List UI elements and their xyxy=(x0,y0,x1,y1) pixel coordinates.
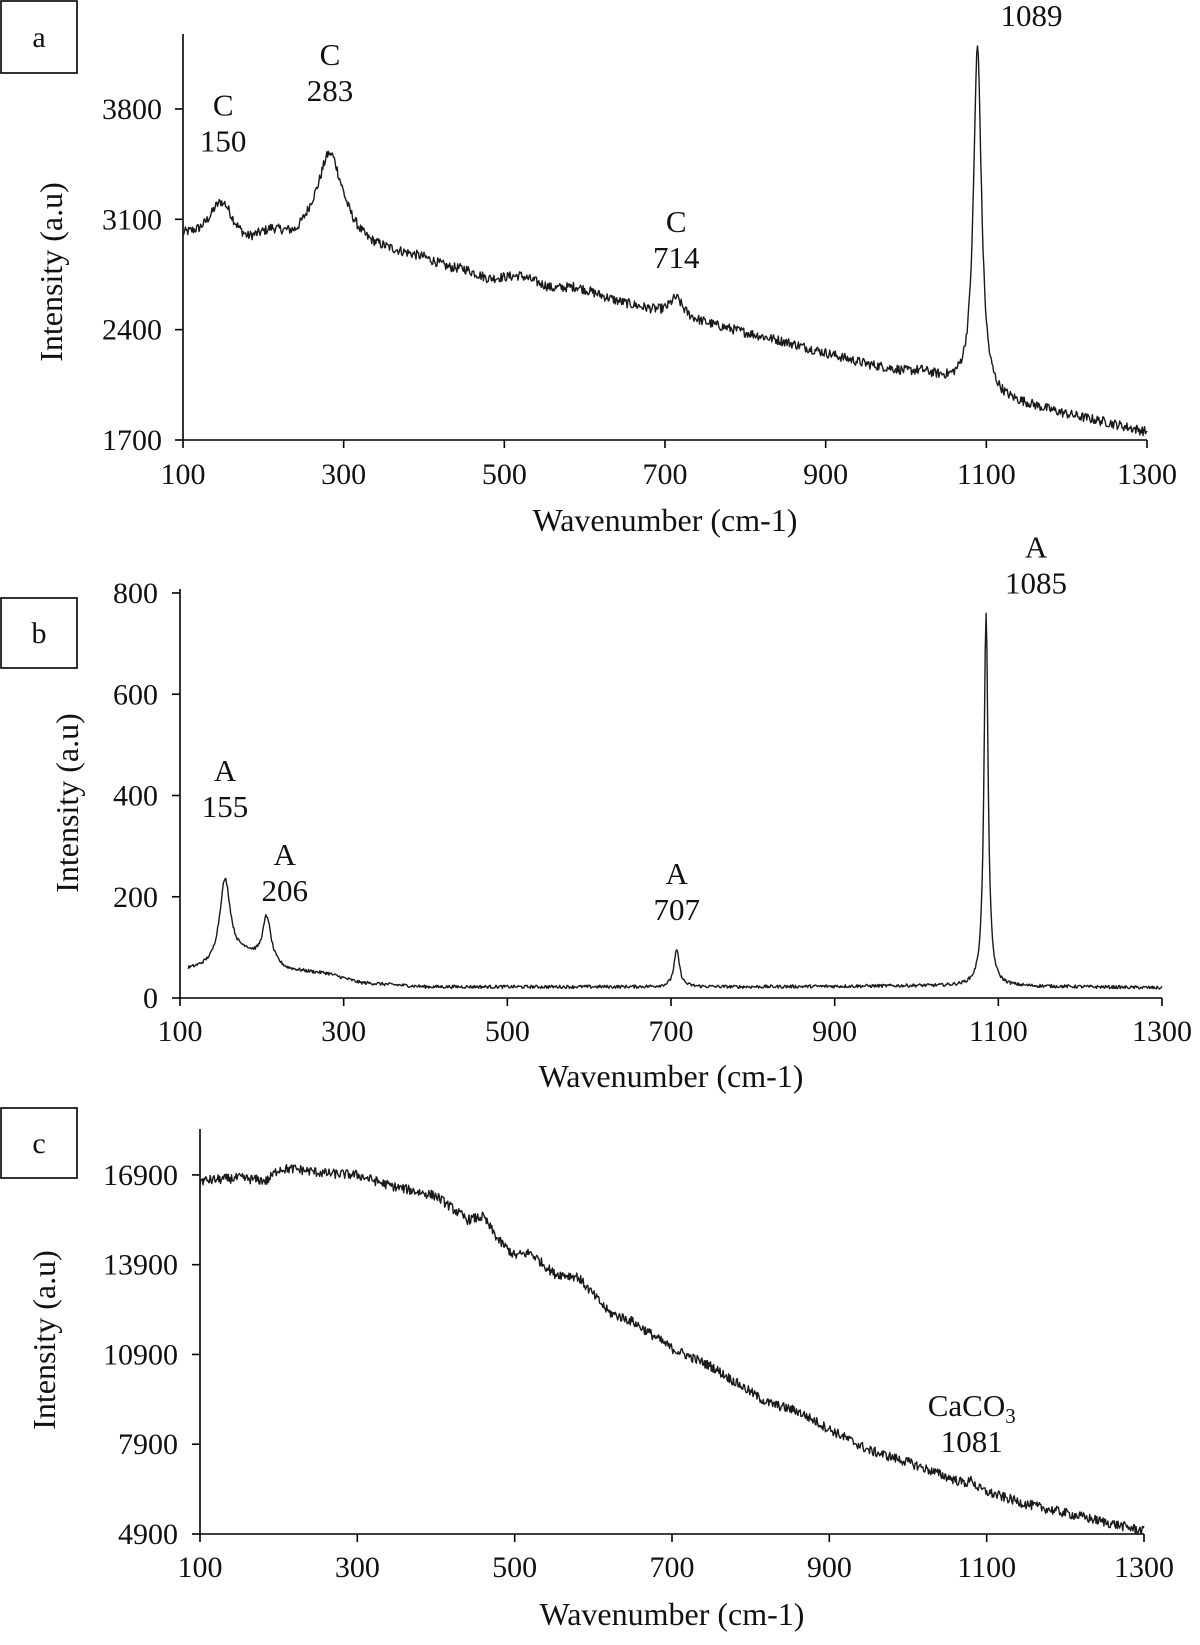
spectrum-series-line xyxy=(182,45,1148,437)
panel-label: a xyxy=(32,21,45,54)
chart-panel-c: 4900 7900 10900 13900 16900 100 300 500 700 900 11… xyxy=(0,1107,1174,1632)
peak-species-label: C xyxy=(320,37,341,72)
peak-position-label: 1081 xyxy=(941,1424,1003,1459)
x-tick-label: 100 xyxy=(178,1551,223,1584)
y-axis-title: Intensity (a.u) xyxy=(33,182,69,362)
x-tick-label: 300 xyxy=(335,1551,380,1584)
y-axis-title: Intensity (a.u) xyxy=(26,1250,62,1430)
panel-label-box xyxy=(0,597,78,669)
peak-species-label: A xyxy=(1025,529,1048,564)
y-tick-label: 13900 xyxy=(103,1249,178,1282)
y-tick-label: 3800 xyxy=(102,93,162,126)
y-tick-label: 16900 xyxy=(103,1159,178,1192)
x-tick-label: 900 xyxy=(812,1015,857,1048)
y-tick-label: 0 xyxy=(143,982,158,1015)
x-tick-label: 100 xyxy=(161,458,206,491)
peak-species-label: A xyxy=(666,856,689,891)
x-tick-label: 700 xyxy=(650,1551,695,1584)
y-tick-label: 400 xyxy=(113,780,158,813)
peak-species-label: A xyxy=(214,753,237,788)
peak-position-label: 155 xyxy=(202,789,249,824)
panel-label-box xyxy=(0,0,78,74)
y-tick-label: 3100 xyxy=(102,203,162,236)
peak-species-label: A xyxy=(274,837,297,872)
x-axis-title: Wavenumber (cm-1) xyxy=(539,1058,804,1094)
x-tick-label: 1100 xyxy=(957,458,1016,491)
peak-position-label: 1089 xyxy=(1000,0,1062,33)
x-tick-label: 700 xyxy=(649,1015,694,1048)
peak-species-label: CaCO3 xyxy=(928,1388,1016,1428)
y-tick-label: 1700 xyxy=(102,424,162,457)
x-tick-label: 500 xyxy=(485,1015,530,1048)
x-tick-label: 100 xyxy=(158,1015,203,1048)
chart-panel-b: 0 200 400 600 800 100 300 500 700 900 1100 1300 Wave… xyxy=(0,529,1192,1094)
y-tick-label: 200 xyxy=(113,881,158,914)
y-axis-title: Intensity (a.u) xyxy=(49,713,85,893)
x-tick-label: 300 xyxy=(321,458,366,491)
peak-species-label: C xyxy=(666,204,687,239)
y-tick-label: 600 xyxy=(113,678,158,711)
peak-position-label: 283 xyxy=(307,73,354,108)
x-tick-label: 500 xyxy=(492,1551,537,1584)
panel-label-box xyxy=(0,1107,78,1179)
x-tick-label: 1300 xyxy=(1132,1015,1192,1048)
y-tick-label: 800 xyxy=(113,577,158,610)
panel-label: b xyxy=(32,617,47,650)
x-axis-title: Wavenumber (cm-1) xyxy=(533,502,798,538)
x-tick-label: 300 xyxy=(321,1015,366,1048)
y-tick-label: 7900 xyxy=(118,1428,178,1461)
spectrum-series-line xyxy=(199,1163,1145,1535)
x-tick-label: 700 xyxy=(643,458,688,491)
peak-position-label: 1085 xyxy=(1005,565,1067,600)
panel-label: c xyxy=(32,1127,45,1160)
x-tick-label: 1300 xyxy=(1114,1551,1174,1584)
x-tick-label: 900 xyxy=(803,458,848,491)
x-tick-label: 900 xyxy=(807,1551,852,1584)
y-tick-label: 2400 xyxy=(102,314,162,347)
spectrum-series-line xyxy=(187,612,1163,990)
peak-species-label: C xyxy=(213,88,234,123)
x-axis-title: Wavenumber (cm-1) xyxy=(540,1596,805,1632)
x-tick-label: 1100 xyxy=(957,1551,1016,1584)
x-tick-label: 1300 xyxy=(1117,458,1177,491)
peak-position-label: 707 xyxy=(653,892,700,927)
y-tick-label: 4900 xyxy=(118,1518,178,1551)
peak-position-label: 206 xyxy=(261,873,308,908)
x-tick-label: 1100 xyxy=(969,1015,1028,1048)
chart-panel-a: 1700 2400 3100 3800 100 300 500 700 900 1100 1300 W… xyxy=(0,0,1177,538)
x-tick-label: 500 xyxy=(482,458,527,491)
y-tick-label: 10900 xyxy=(103,1338,178,1371)
peak-position-label: 714 xyxy=(653,240,700,275)
peak-position-label: 150 xyxy=(200,124,247,159)
